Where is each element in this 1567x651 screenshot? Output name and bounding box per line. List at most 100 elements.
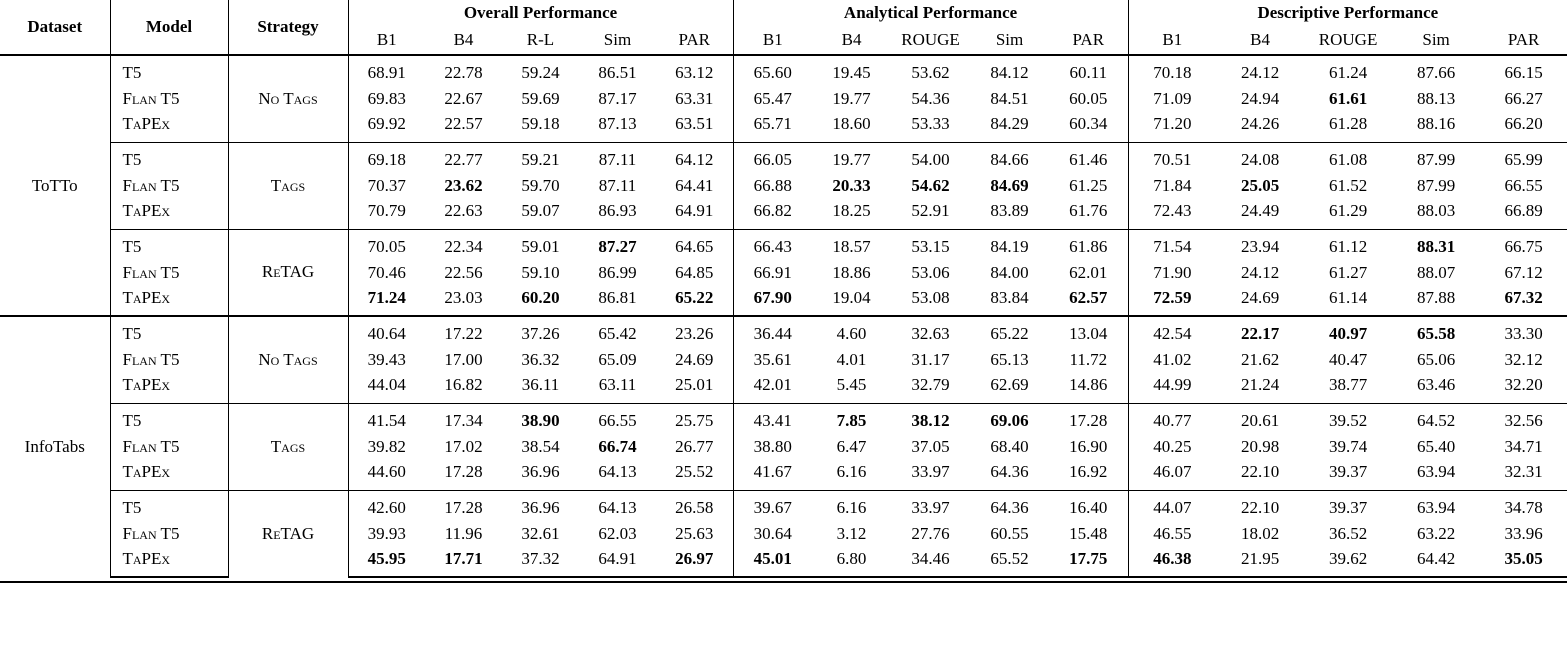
value-cell: 23.03 [444,288,483,307]
value-cell: 71.84 [1153,175,1192,195]
metric-header-analytical-rouge: ROUGE [901,30,960,49]
model-cell-t5: T5 [110,55,229,84]
value-cell: 53.06 [911,262,950,282]
metric-header-analytical-sim: Sim [995,30,1024,49]
value-cell: 65.58 [1392,315,1481,345]
col-header-dataset: Dataset [0,0,111,55]
value-cell: 63.22 [1416,523,1456,543]
value-cell: 53.08 [911,288,950,307]
value-cell: 22.78 [444,63,483,82]
value-cell: 60.34 [1049,113,1129,142]
value-cell: 65.52 [970,548,1050,578]
value-cell: 54.62 [911,175,950,195]
value-cell: 65.42 [579,315,656,345]
value-cell: 61.76 [1049,200,1129,229]
value-cell: 39.74 [1328,436,1368,456]
value-cell: 19.77 [812,141,892,171]
value-cell: 19.77 [832,88,871,108]
value-cell: 32.79 [911,375,950,395]
value-cell: 16.82 [444,375,483,395]
value-cell: 26.97 [656,548,734,578]
value-cell: 38.12 [891,402,971,432]
value-cell: 25.52 [656,461,734,490]
value-cell: 84.29 [990,114,1029,134]
value-cell: 65.09 [598,349,637,369]
value-cell: 84.51 [990,88,1029,108]
value-cell: 64.36 [970,489,1050,519]
value-cell: 87.88 [1416,288,1456,307]
value-cell: 36.96 [502,489,579,519]
value-cell: 33.30 [1480,315,1567,345]
value-cell: 6.80 [812,548,892,578]
value-cell: 20.98 [1240,436,1280,456]
value-cell: 60.05 [1049,84,1129,113]
value-cell: 19.45 [832,63,871,82]
value-cell: 22.77 [425,141,502,171]
value-cell: 46.38 [1128,548,1217,578]
value-cell: 38.54 [521,436,560,456]
value-cell: 59.01 [502,228,579,258]
value-cell: 65.60 [753,63,792,82]
value-cell: 65.13 [990,349,1029,369]
value-cell: 41.54 [348,402,425,432]
model-cell-flan-t5: Flan T5 [110,84,229,113]
value-cell: 43.41 [733,402,813,432]
value-cell: 70.37 [367,175,406,195]
value-cell: 62.57 [1049,287,1129,316]
value-cell: 36.96 [521,462,560,482]
value-cell: 18.02 [1240,523,1280,543]
value-cell: 87.66 [1416,63,1456,82]
value-cell: 17.28 [1049,402,1129,432]
value-cell: 24.12 [1240,63,1280,82]
value-cell: 45.01 [733,548,813,578]
model-cell-t5: T5 [110,141,229,171]
value-cell: 70.46 [367,262,406,282]
value-cell: 18.25 [832,201,871,221]
value-cell: 39.67 [733,489,813,519]
value-cell: 67.32 [1504,288,1543,307]
value-cell: 27.76 [911,523,950,543]
value-cell: 53.62 [911,63,950,82]
value-cell: 69.92 [367,114,406,134]
metric-header-overall-b4: B4 [453,30,474,49]
value-cell: 17.02 [444,436,483,456]
value-cell: 54.00 [891,141,971,171]
value-cell: 22.10 [1240,462,1280,482]
value-cell: 70.18 [1153,63,1192,82]
value-cell: 17.00 [444,349,483,369]
value-cell: 34.46 [891,548,971,578]
value-cell: 86.99 [598,262,637,282]
value-cell: 16.90 [1049,432,1129,461]
value-cell: 39.43 [367,349,406,369]
value-cell: 83.84 [990,288,1029,307]
value-cell: 6.47 [836,436,867,456]
value-cell: 61.46 [1049,141,1129,171]
value-cell: 66.82 [753,201,792,221]
value-cell: 23.62 [444,175,483,195]
value-cell: 84.12 [990,63,1029,82]
strategy-cell-retag: ReTAG [228,228,349,316]
value-cell: 70.79 [367,201,406,221]
value-cell: 14.86 [1049,374,1129,403]
value-cell: 46.07 [1153,462,1192,482]
value-cell: 6.16 [836,462,867,482]
value-cell: 22.63 [444,201,483,221]
model-cell-tapex: TaPEx [110,113,229,142]
value-cell: 61.14 [1328,288,1368,307]
value-cell: 87.11 [598,175,637,195]
value-cell: 34.78 [1480,489,1567,519]
value-cell: 38.77 [1328,375,1368,395]
model-cell-flan-t5: Flan T5 [110,258,229,287]
strategy-cell-retag: ReTAG [228,489,349,577]
value-cell: 42.60 [348,489,425,519]
value-cell: 24.69 [656,345,734,374]
metric-header-descriptive-rouge: ROUGE [1318,30,1378,49]
metric-header-overall-sim: Sim [603,30,632,49]
value-cell: 59.07 [521,201,560,221]
value-cell: 3.12 [836,523,867,543]
value-cell: 22.67 [444,88,483,108]
value-cell: 86.81 [598,288,637,307]
value-cell: 66.05 [733,141,813,171]
value-cell: 88.07 [1416,262,1456,282]
value-cell: 4.01 [836,349,867,369]
